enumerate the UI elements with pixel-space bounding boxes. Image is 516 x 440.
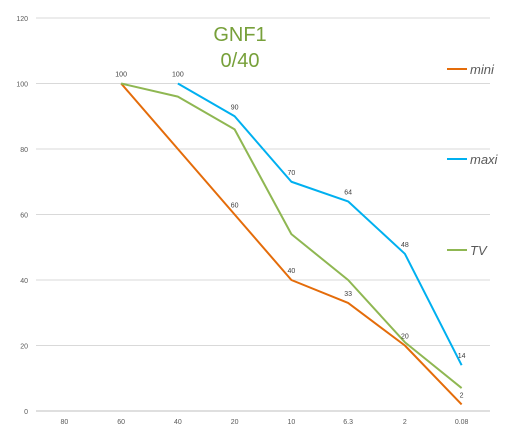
data-label-maxi: 48 [401,242,409,249]
data-label-mini: 60 [231,203,239,210]
axes: 0 20 40 60 80 100 120 80 60 40 20 10 6.3 2 0.08 [16,16,490,426]
legend-label-tv: TV [470,242,487,258]
chart-title-line-2: 0/40 [220,50,260,72]
data-label-maxi: 70 [287,170,295,177]
data-label-mini: 40 [287,268,295,275]
data-label-maxi: 14 [458,353,466,360]
chart-title-line-1: GNF1 [213,24,267,46]
y-tick-label: 40 [20,278,28,285]
data-label-mini: 33 [344,291,352,298]
y-tick-label: 60 [20,213,28,220]
x-tick-label: 20 [231,419,239,426]
y-tick-label: 120 [16,16,28,23]
legend-item-tv: TV [447,240,487,260]
data-label-mini: 2 [460,392,464,399]
x-tick-label: 60 [117,419,125,426]
x-tick-label: 6.3 [343,419,353,426]
legend-swatch-mini [447,68,467,70]
chart-title: GNF1 0/40 [200,22,280,74]
legend-item-mini: mini [447,59,494,79]
data-label-maxi: 64 [344,189,352,196]
series-line-tv [120,82,463,389]
x-tick-label: 0.08 [455,419,469,426]
data-label-mini: 20 [401,334,409,341]
x-tick-label: 40 [174,419,182,426]
series-line-mini [120,82,463,406]
data-label-tv: 100 [115,72,127,79]
legend-swatch-maxi [447,158,467,160]
x-tick-label: 2 [403,419,407,426]
y-tick-label: 80 [20,147,28,154]
series-line-maxi [177,82,463,366]
legend-label-mini: mini [470,61,494,77]
series-lines [120,82,463,406]
y-tick-label: 100 [16,82,28,89]
y-tick-label: 0 [24,409,28,416]
legend-swatch-tv [447,249,467,251]
legend-label-maxi: maxi [470,151,498,167]
y-tick-label: 20 [20,344,28,351]
gridlines [36,17,490,346]
x-tick-label: 10 [287,419,295,426]
data-label-maxi: 90 [231,104,239,111]
legend-item-maxi: maxi [447,149,497,169]
x-tick-label: 80 [60,419,68,426]
data-labels: 60 40 33 20 2 100 90 70 64 48 14 100 [115,72,465,400]
data-label-maxi: 100 [172,72,184,79]
